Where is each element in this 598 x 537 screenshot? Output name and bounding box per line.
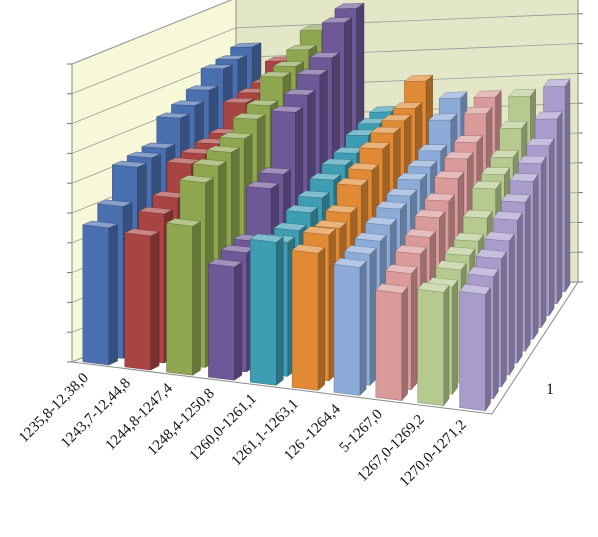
bar [207,258,243,381]
depth-tick-labels: 1 [546,381,554,398]
bar [165,218,202,376]
gridline [71,13,579,95]
bar [291,244,326,391]
gridline [71,0,233,65]
bar [333,257,367,396]
bar [417,282,450,407]
bar [249,233,284,386]
bar-series [82,2,571,412]
depth-tick-label: 1 [546,381,554,398]
bar [459,283,491,412]
bar [124,228,160,371]
bar [82,220,119,366]
bar [375,283,409,402]
